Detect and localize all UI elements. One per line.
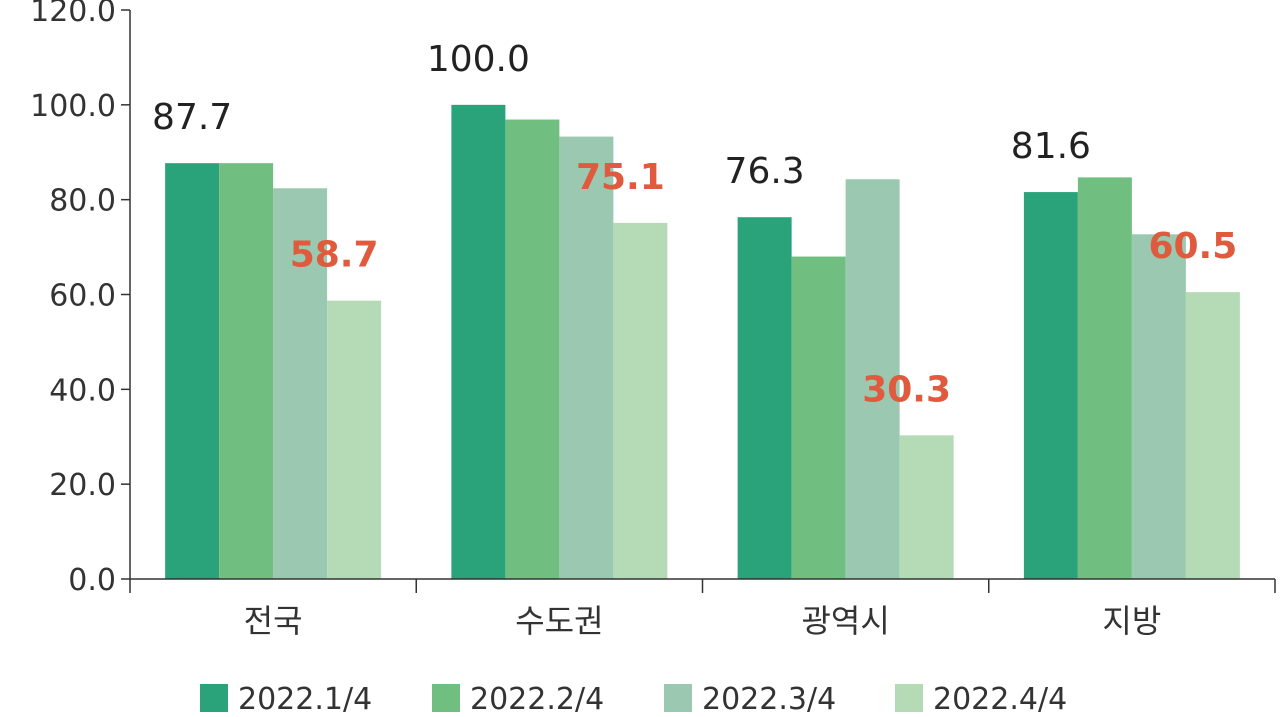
bar-0-3 (327, 300, 382, 579)
y-tick-label: 80.0 (49, 184, 116, 219)
bar-2-0 (737, 217, 792, 580)
category-label: 수도권 (515, 602, 603, 640)
legend-label: 2022.2/4 (470, 682, 604, 717)
legend-swatch (200, 684, 228, 712)
legend-swatch (664, 684, 692, 712)
legend-swatch (432, 684, 460, 712)
data-label: 60.5 (1148, 226, 1237, 267)
bar-1-1 (505, 119, 560, 579)
category-label: 지방 (1102, 602, 1161, 640)
data-label: 87.7 (152, 97, 232, 138)
legend-label: 2022.4/4 (933, 682, 1067, 717)
y-tick-label: 120.0 (30, 0, 116, 29)
category-label: 전국 (244, 602, 303, 640)
bar-1-2 (559, 136, 614, 580)
bar-3-1 (1077, 177, 1132, 579)
category-label: 광역시 (801, 602, 889, 640)
data-label: 30.3 (862, 369, 951, 410)
axes-layer: 0.0 20.0 40.0 60.0 80.0 100.0 120.0 전국 수도권 광역시 지방 (30, 0, 1276, 640)
bar-2-1 (791, 256, 846, 579)
data-label: 75.1 (576, 157, 665, 198)
y-tick-label: 60.0 (49, 279, 116, 314)
bar-3-3 (1185, 292, 1240, 579)
bars-layer (165, 104, 1240, 580)
data-label: 81.6 (1011, 126, 1091, 167)
data-label: 58.7 (290, 235, 379, 276)
data-labels-layer: 87.7 58.7 100.0 75.1 76.3 30.3 81.6 60.5 (152, 39, 1237, 410)
data-label: 76.3 (725, 151, 805, 192)
y-tick-label: 40.0 (49, 373, 116, 408)
y-tick-label: 20.0 (49, 468, 116, 503)
bar-2-3 (899, 435, 954, 579)
legend-label: 2022.3/4 (702, 682, 836, 717)
bar-0-1 (219, 163, 274, 580)
bar-1-3 (613, 222, 668, 580)
legend: 2022.1/4 2022.2/4 2022.3/4 2022.4/4 (200, 682, 1067, 717)
bar-0-0 (165, 163, 220, 580)
bar-3-2 (1131, 234, 1186, 580)
bar-0-2 (273, 188, 328, 579)
data-label: 100.0 (427, 39, 530, 80)
y-tick-label: 0.0 (68, 563, 116, 598)
legend-label: 2022.1/4 (238, 682, 372, 717)
bar-2-2 (845, 179, 900, 579)
y-tick-label: 100.0 (30, 89, 116, 124)
legend-swatch (895, 684, 923, 712)
bar-3-0 (1023, 192, 1078, 579)
bar-1-0 (451, 104, 506, 579)
